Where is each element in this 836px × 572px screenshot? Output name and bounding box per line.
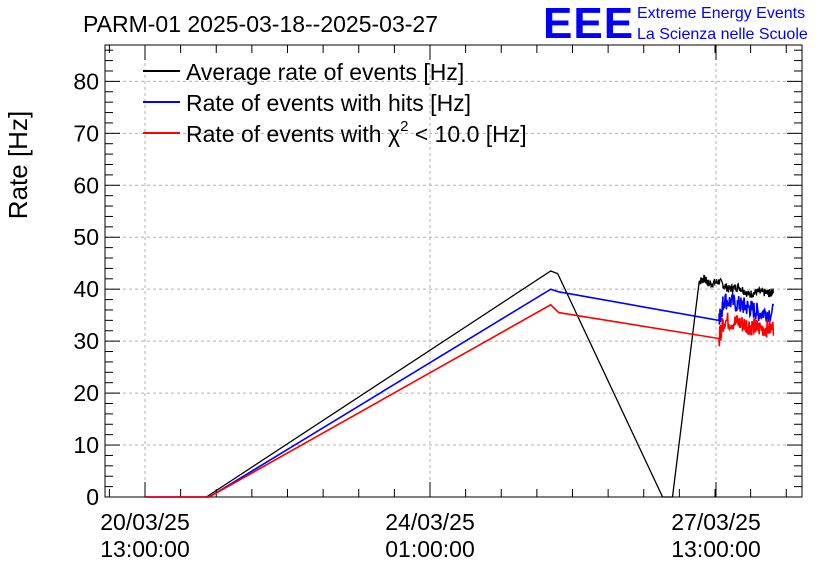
tick-labels: 0102030405060708020/03/2513:00:0024/03/2… xyxy=(73,68,760,562)
y-tick-label: 70 xyxy=(73,120,99,146)
legend-chi-superscript: 2 xyxy=(400,118,408,135)
x-tick-date: 24/03/25 xyxy=(385,509,475,535)
plot-frame xyxy=(104,44,803,498)
logo-line-2: La Scienza nelle Scuole xyxy=(637,26,808,43)
legend-chi-symbol: χ xyxy=(388,121,400,147)
grid-lines xyxy=(105,45,802,497)
x-tick-time: 13:00:00 xyxy=(671,536,761,562)
series-layer xyxy=(145,270,775,498)
y-tick-label: 30 xyxy=(73,328,99,354)
y-tick-label: 50 xyxy=(73,224,99,250)
x-tick-date: 27/03/25 xyxy=(671,509,761,535)
y-axis-label: Rate [Hz] xyxy=(3,111,33,219)
legend-label-chi2: Rate of events with χ2 < 10.0 [Hz] xyxy=(186,118,527,147)
x-tick-time: 01:00:00 xyxy=(385,536,475,562)
y-tick-label: 80 xyxy=(73,68,99,94)
y-tick-label: 10 xyxy=(73,432,99,458)
y-tick-label: 20 xyxy=(73,380,99,406)
legend: Average rate of events [Hz] Rate of even… xyxy=(143,59,527,147)
legend-chi2-suffix: < 10.0 [Hz] xyxy=(408,121,526,147)
eee-logo: EEE Extreme Energy Events La Scienza nel… xyxy=(543,0,808,48)
logo-letters: EEE xyxy=(543,0,634,48)
series-average-rate xyxy=(145,270,775,498)
series-chi2-rate xyxy=(145,303,775,498)
x-tick-date: 20/03/25 xyxy=(100,509,190,535)
y-tick-label: 60 xyxy=(73,172,99,198)
chart-title: PARM-01 2025-03-18--2025-03-27 xyxy=(83,11,438,37)
y-tick-label: 40 xyxy=(73,276,99,302)
legend-label-average: Average rate of events [Hz] xyxy=(186,59,464,85)
x-tick-time: 13:00:00 xyxy=(100,536,190,562)
y-tick-label: 0 xyxy=(86,484,99,510)
axis-ticks xyxy=(105,45,802,498)
logo-line-1: Extreme Energy Events xyxy=(637,5,805,22)
legend-chi2-prefix: Rate of events with xyxy=(186,121,388,147)
legend-label-hits: Rate of events with hits [Hz] xyxy=(186,90,471,116)
series-hits-rate xyxy=(145,288,775,498)
